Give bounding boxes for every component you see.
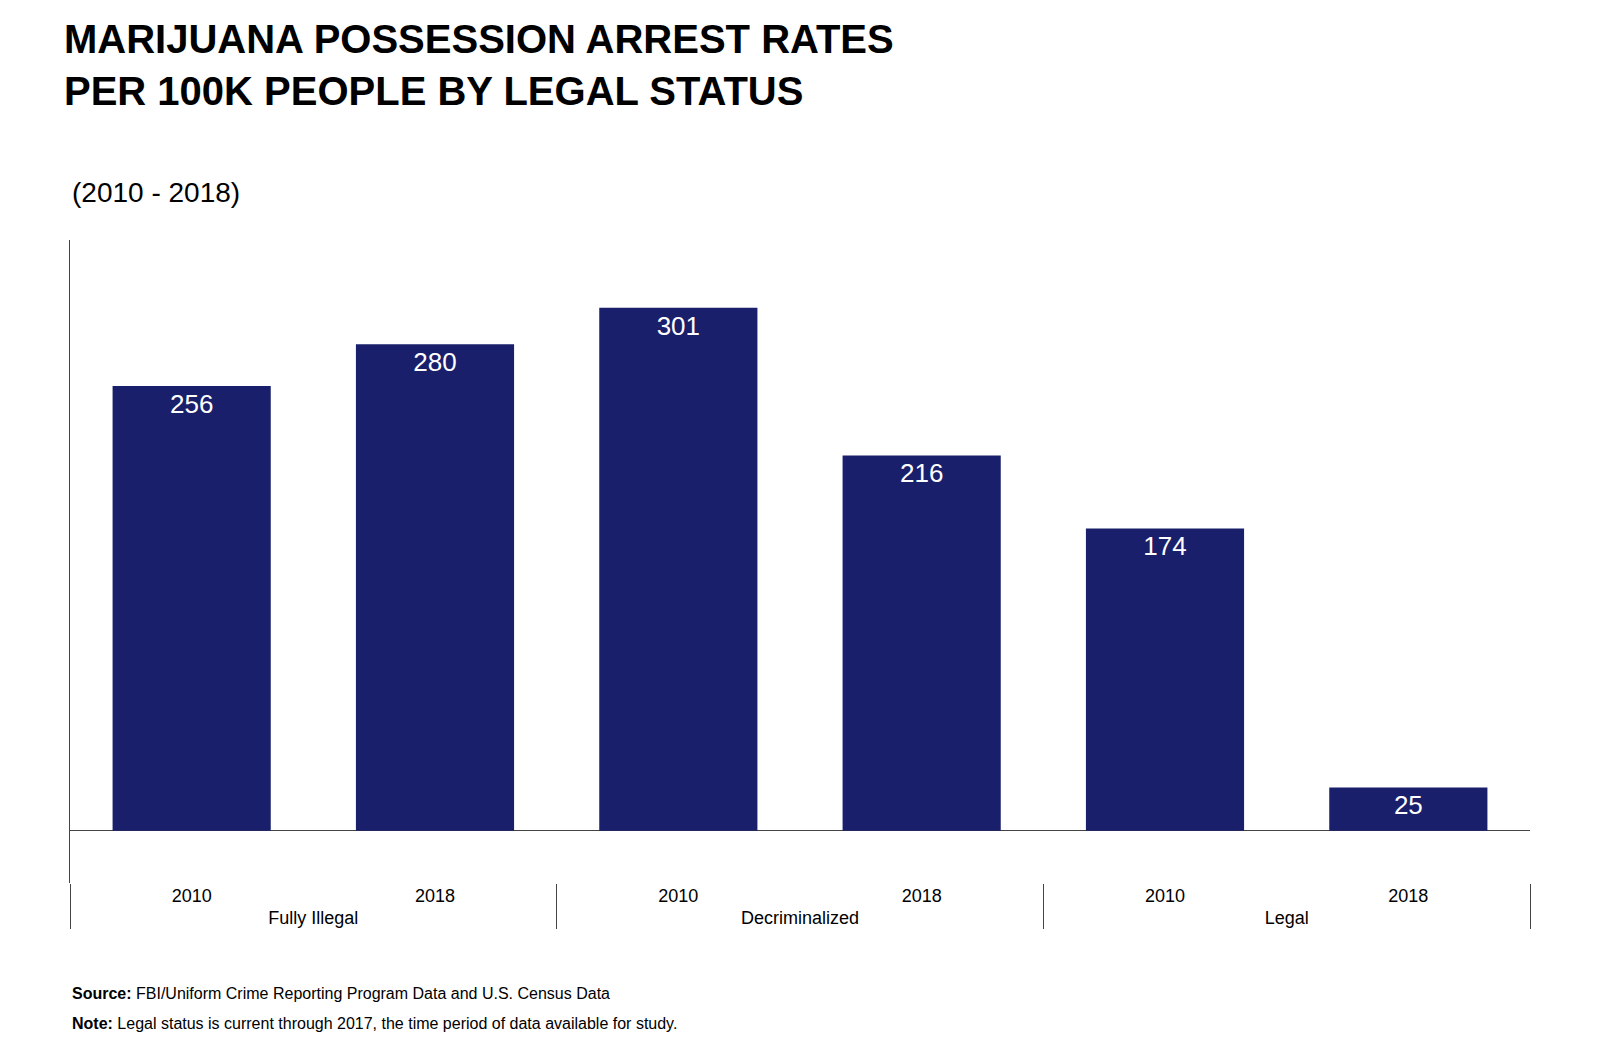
svg-text:2018: 2018 [415,886,455,906]
svg-text:216: 216 [900,458,943,488]
svg-text:301: 301 [657,311,700,341]
svg-text:Note: Legal status is current: Note: Legal status is current through 20… [72,1015,677,1032]
svg-text:280: 280 [413,347,456,377]
svg-text:Source: FBI/Uniform Crime Repo: Source: FBI/Uniform Crime Reporting Prog… [72,985,610,1002]
svg-text:Decriminalized: Decriminalized [741,908,859,928]
svg-text:Legal: Legal [1265,908,1309,928]
svg-text:174: 174 [1143,531,1186,561]
svg-text:MARIJUANA POSSESSION ARREST RA: MARIJUANA POSSESSION ARREST RATESPER 100… [64,17,894,113]
svg-text:256: 256 [170,389,213,419]
svg-text:(2010 - 2018): (2010 - 2018) [72,177,240,208]
svg-text:2010: 2010 [172,886,212,906]
svg-text:Fully Illegal: Fully Illegal [268,908,358,928]
svg-text:25: 25 [1394,790,1423,820]
svg-text:2010: 2010 [658,886,698,906]
svg-text:2018: 2018 [902,886,942,906]
svg-text:2018: 2018 [1388,886,1428,906]
svg-text:2010: 2010 [1145,886,1185,906]
